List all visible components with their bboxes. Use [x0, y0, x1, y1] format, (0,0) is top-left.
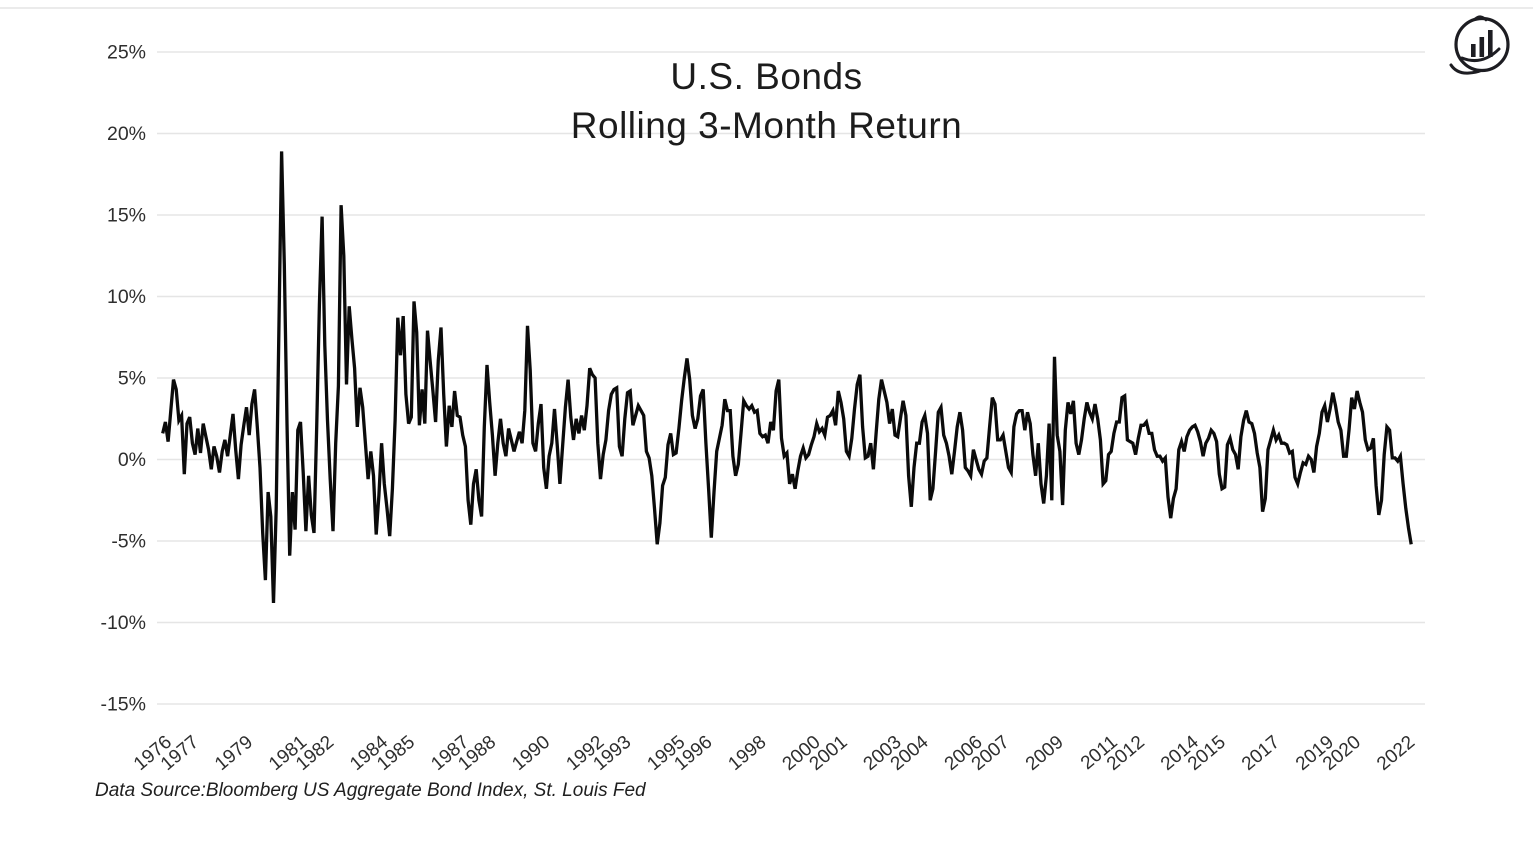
- y-tick-label: 10%: [107, 286, 146, 308]
- logo-bars: [1471, 30, 1493, 57]
- logo-bar-short: [1471, 44, 1476, 57]
- x-tick-label: 2017: [1238, 732, 1284, 775]
- y-tick-label: 20%: [107, 123, 146, 145]
- y-tick-label: 25%: [107, 42, 146, 64]
- x-tick-label: 2009: [1022, 732, 1068, 775]
- top-border-line: [0, 7, 1533, 9]
- x-tick-label: 1998: [725, 732, 771, 775]
- y-tick-label: -10%: [100, 612, 146, 634]
- bond-return-line-series: [161, 151, 1413, 603]
- y-tick-label: 5%: [118, 368, 146, 390]
- logo-swoosh-curve: [1460, 47, 1501, 62]
- data-source-note: Data Source:Bloomberg US Aggregate Bond …: [95, 780, 646, 801]
- y-tick-label: -15%: [100, 694, 146, 716]
- y-tick-label: 0%: [118, 449, 146, 471]
- y-tick-label: 15%: [107, 205, 146, 227]
- x-tick-label: 1990: [508, 732, 554, 775]
- logo-swoosh-tail: [1449, 63, 1483, 75]
- chart-title-line2: Rolling 3-Month Return: [570, 105, 963, 146]
- logo-top-hook: [1473, 15, 1488, 22]
- x-tick-label: 2022: [1373, 732, 1419, 775]
- growth-chart-logo-icon: [1449, 15, 1510, 75]
- logo-bar-tall: [1488, 30, 1493, 57]
- y-tick-label: -5%: [111, 531, 146, 553]
- logo-bar-medium: [1479, 37, 1485, 57]
- chart-title-line1: U.S. Bonds: [670, 56, 863, 97]
- chart-title: U.S. Bonds Rolling 3-Month Return: [0, 52, 1533, 150]
- x-tick-label: 1979: [211, 732, 257, 775]
